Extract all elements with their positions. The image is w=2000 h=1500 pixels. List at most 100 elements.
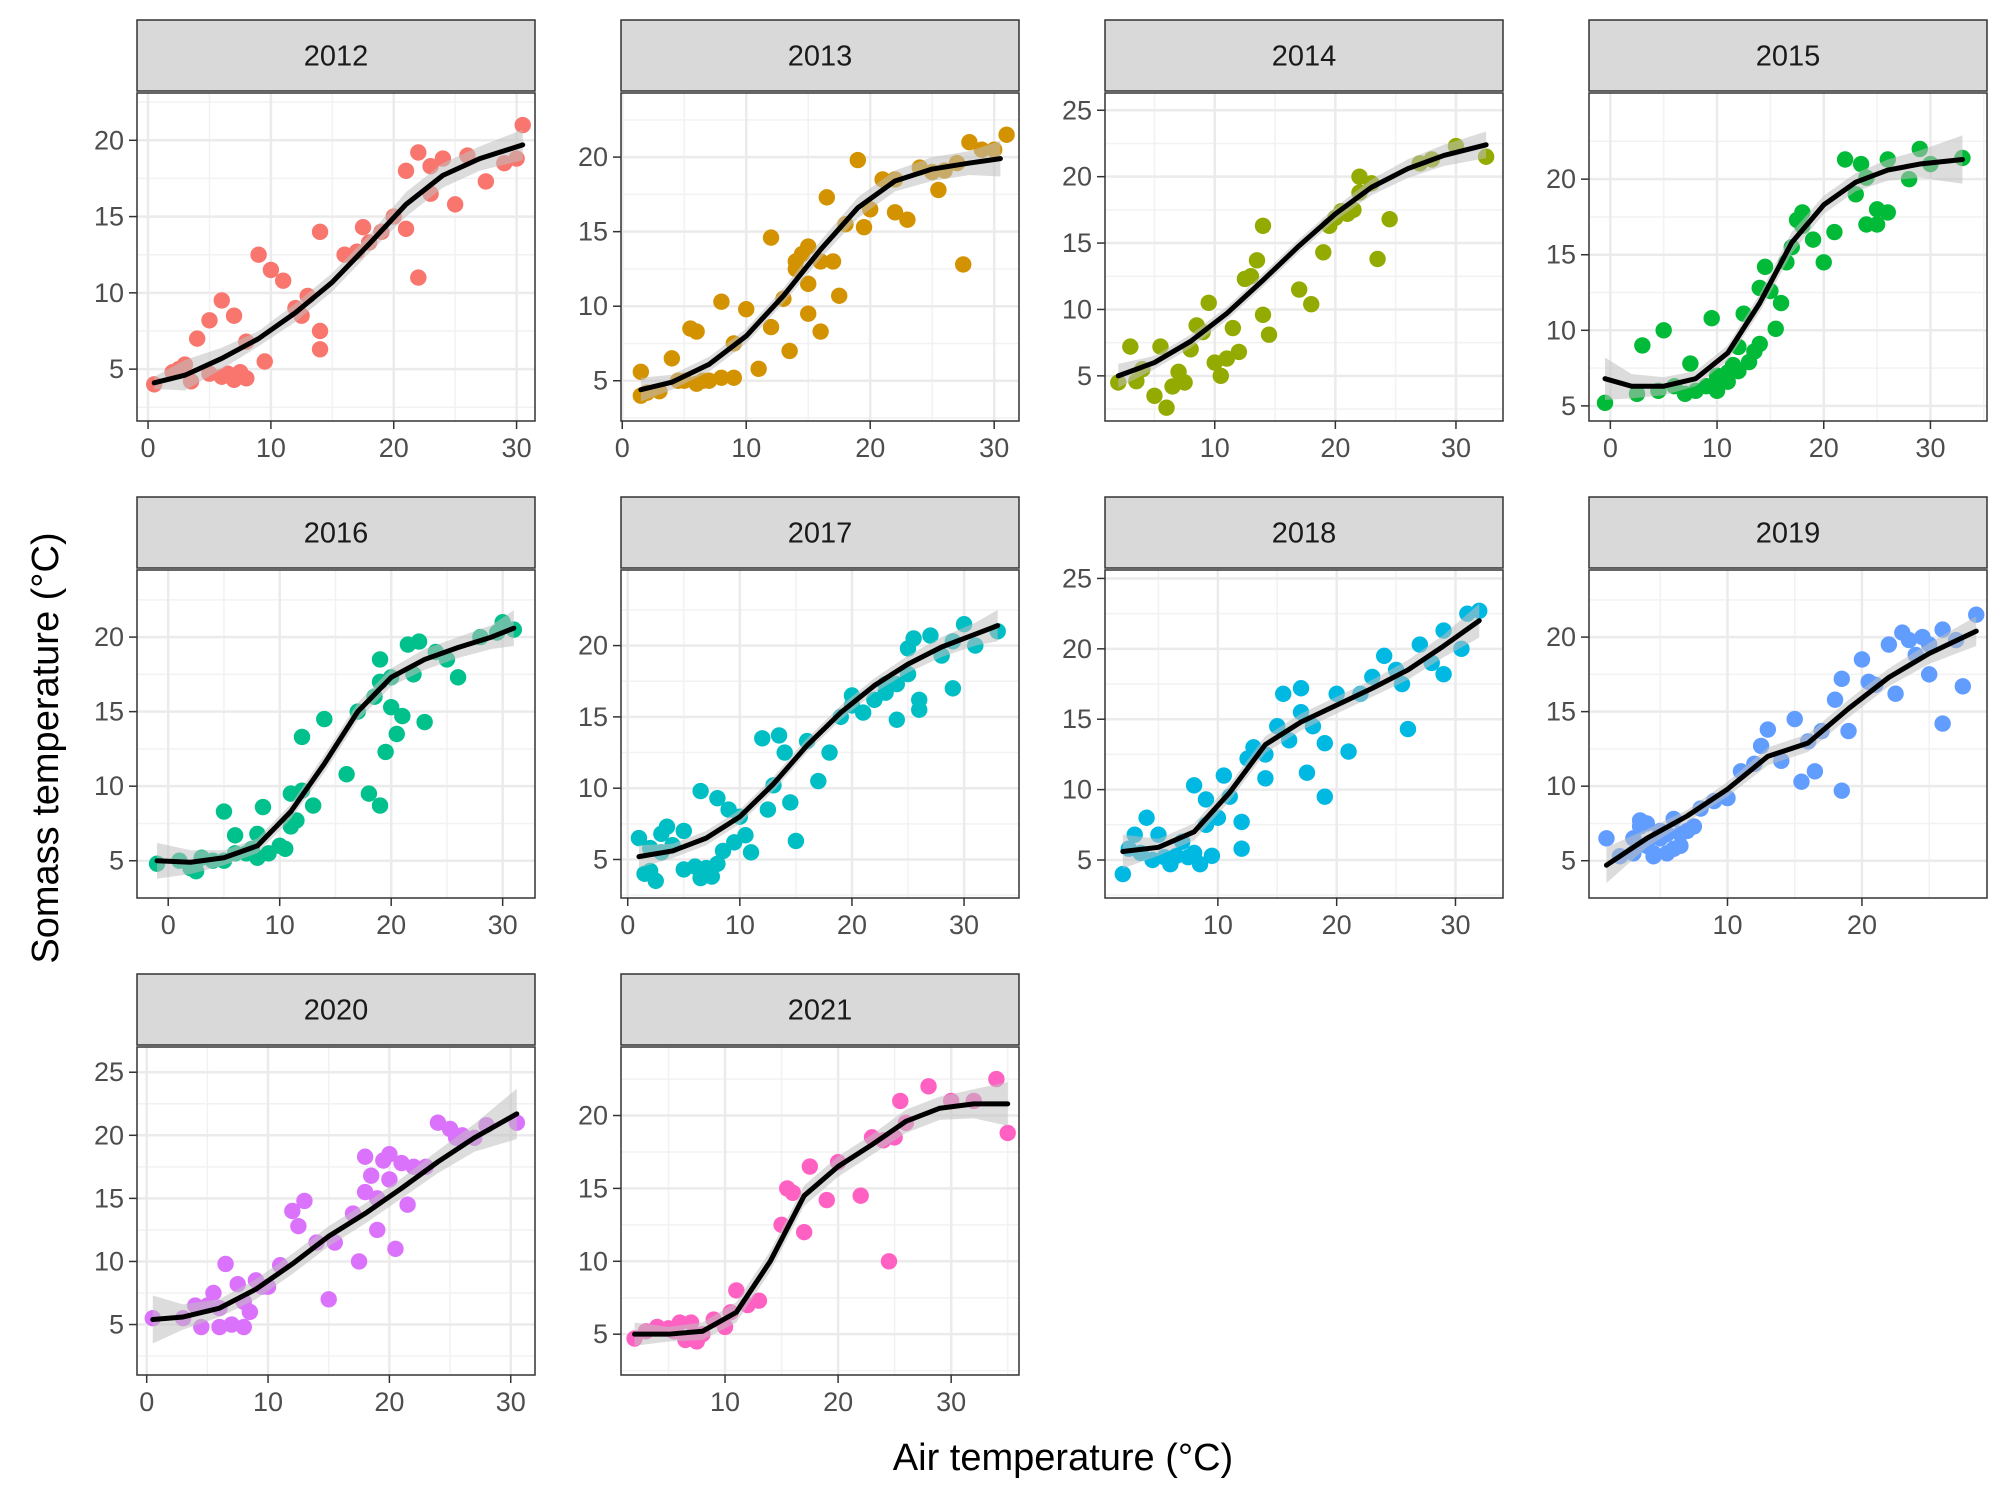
data-point xyxy=(1806,763,1824,780)
strip-label-2015: 2015 xyxy=(1756,41,1821,73)
confidence-band-2017 xyxy=(638,609,998,869)
data-point xyxy=(999,1124,1016,1142)
y-tick-label: 20 xyxy=(1546,622,1576,652)
smooth-line-2017 xyxy=(636,623,1001,860)
data-point xyxy=(762,229,780,246)
y-tick-label: 10 xyxy=(94,278,124,308)
data-point xyxy=(274,272,292,289)
strip-label-2016: 2016 xyxy=(304,518,369,550)
x-tick-label: 10 xyxy=(1712,910,1742,940)
y-tick-label: 5 xyxy=(1561,391,1576,421)
strip-label-2013: 2013 xyxy=(788,41,853,73)
data-point xyxy=(217,1255,234,1273)
data-point xyxy=(812,323,829,340)
smooth-line-2021 xyxy=(632,1101,1011,1337)
data-point xyxy=(410,144,427,161)
data-point xyxy=(1254,217,1272,234)
data-point xyxy=(382,698,400,716)
data-point xyxy=(250,246,267,263)
x-tick-label: 10 xyxy=(1702,433,1732,463)
data-point xyxy=(742,844,760,861)
data-point xyxy=(311,341,329,358)
data-point xyxy=(1767,320,1784,337)
confidence-band-2013 xyxy=(640,140,1001,402)
data-point xyxy=(1275,685,1292,703)
y-tick-label: 20 xyxy=(94,125,124,155)
data-point xyxy=(416,713,433,731)
data-point xyxy=(429,1114,447,1131)
data-point xyxy=(1197,791,1215,808)
data-point xyxy=(738,300,755,318)
x-tick-label: 30 xyxy=(979,433,1009,463)
y-tick-label: 10 xyxy=(1062,294,1092,324)
x-tick-label: 10 xyxy=(710,1387,740,1417)
panel-border-2021 xyxy=(620,1046,1020,1376)
y-tick-label: 15 xyxy=(94,202,124,232)
data-point xyxy=(754,730,771,747)
data-point xyxy=(1887,685,1904,702)
data-point xyxy=(1833,670,1850,688)
y-tick-label: 15 xyxy=(1062,228,1092,258)
strip-label-2017: 2017 xyxy=(788,518,853,550)
data-point xyxy=(762,318,780,336)
strip-2015 xyxy=(1588,19,1988,92)
y-tick-label: 10 xyxy=(1062,775,1092,805)
data-point xyxy=(394,707,411,725)
data-point xyxy=(782,794,799,811)
y-tick-label: 25 xyxy=(1062,95,1092,125)
data-point xyxy=(1146,387,1163,404)
data-point xyxy=(944,680,962,697)
data-point xyxy=(1655,322,1672,339)
data-point xyxy=(1703,310,1720,327)
data-point xyxy=(1158,399,1175,416)
data-point xyxy=(1634,337,1651,354)
x-tick-label: 20 xyxy=(379,433,409,463)
data-point xyxy=(254,798,272,816)
data-point xyxy=(647,872,664,890)
data-point xyxy=(1804,231,1822,248)
y-tick-label: 15 xyxy=(1062,704,1092,734)
data-point xyxy=(1381,210,1398,228)
data-point xyxy=(1853,651,1871,668)
data-point xyxy=(356,1148,374,1165)
data-point xyxy=(663,350,681,367)
y-tick-label: 20 xyxy=(578,1101,608,1131)
smooth-line-2019 xyxy=(1603,628,1979,868)
smooth-line-2012 xyxy=(151,142,526,386)
data-point xyxy=(1645,848,1662,865)
data-point xyxy=(1730,362,1747,380)
data-point xyxy=(284,1202,301,1220)
x-tick-label: 0 xyxy=(620,910,635,940)
data-point xyxy=(1212,367,1229,385)
data-point xyxy=(316,710,333,728)
data-point xyxy=(630,829,648,847)
x-tick-label: 0 xyxy=(161,910,176,940)
data-point xyxy=(703,868,721,885)
data-point xyxy=(1260,326,1278,343)
x-tick-label: 0 xyxy=(139,1387,154,1417)
data-point xyxy=(787,832,805,850)
data-point xyxy=(658,818,676,835)
data-point xyxy=(1880,636,1898,653)
strip-2020 xyxy=(136,973,536,1046)
data-point xyxy=(1411,636,1429,653)
data-point xyxy=(1751,335,1768,353)
data-point xyxy=(1900,631,1918,649)
data-point xyxy=(238,370,255,387)
strip-label-2020: 2020 xyxy=(304,995,369,1027)
x-tick-label: 20 xyxy=(855,433,885,463)
data-point xyxy=(397,162,415,180)
y-tick-label: 15 xyxy=(578,217,608,247)
data-point xyxy=(201,312,218,329)
data-point xyxy=(849,151,867,169)
data-point xyxy=(728,1282,745,1299)
data-point xyxy=(800,238,817,255)
data-point xyxy=(1708,382,1726,399)
data-point xyxy=(1836,151,1854,168)
panel-border-2015 xyxy=(1588,92,1988,422)
data-point xyxy=(388,725,405,743)
x-tick-label: 10 xyxy=(1203,910,1233,940)
data-point xyxy=(304,797,322,814)
x-tick-label: 10 xyxy=(731,433,761,463)
